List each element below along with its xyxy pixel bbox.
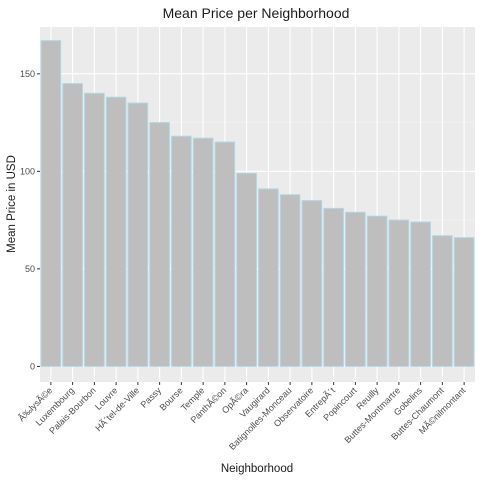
bar [410,221,431,367]
y-tick-label: 50 [25,264,35,274]
bar [366,215,388,367]
plot-panel [40,27,475,382]
bar [62,83,83,367]
x-axis-title: Neighborhood [221,463,293,475]
y-tick-label: 100 [20,166,35,176]
bar [453,237,475,367]
bar [279,194,301,367]
bar [40,40,62,367]
bar [105,96,127,367]
bar [127,102,149,367]
bar [214,141,236,367]
x-axis: Ã‰lysÃ©eLuxembourgPalais-BourbonLouvreHÃ… [16,382,468,452]
bar [192,137,214,367]
y-axis-title: Mean Price in USD [6,155,18,253]
bar [323,207,344,367]
y-tick-label: 0 [30,361,35,371]
bar [84,92,105,367]
bar [236,172,257,367]
y-tick-label: 150 [20,69,35,79]
bar-layer [40,40,475,367]
bar [345,211,366,367]
bar [258,188,279,367]
y-axis: 0 50 100 150 [20,69,40,371]
chart-title: Mean Price per Neighborhood [163,5,350,21]
bar [432,235,453,367]
bar [301,200,323,367]
bar [388,219,410,367]
bar [149,122,170,367]
bar [171,135,192,367]
